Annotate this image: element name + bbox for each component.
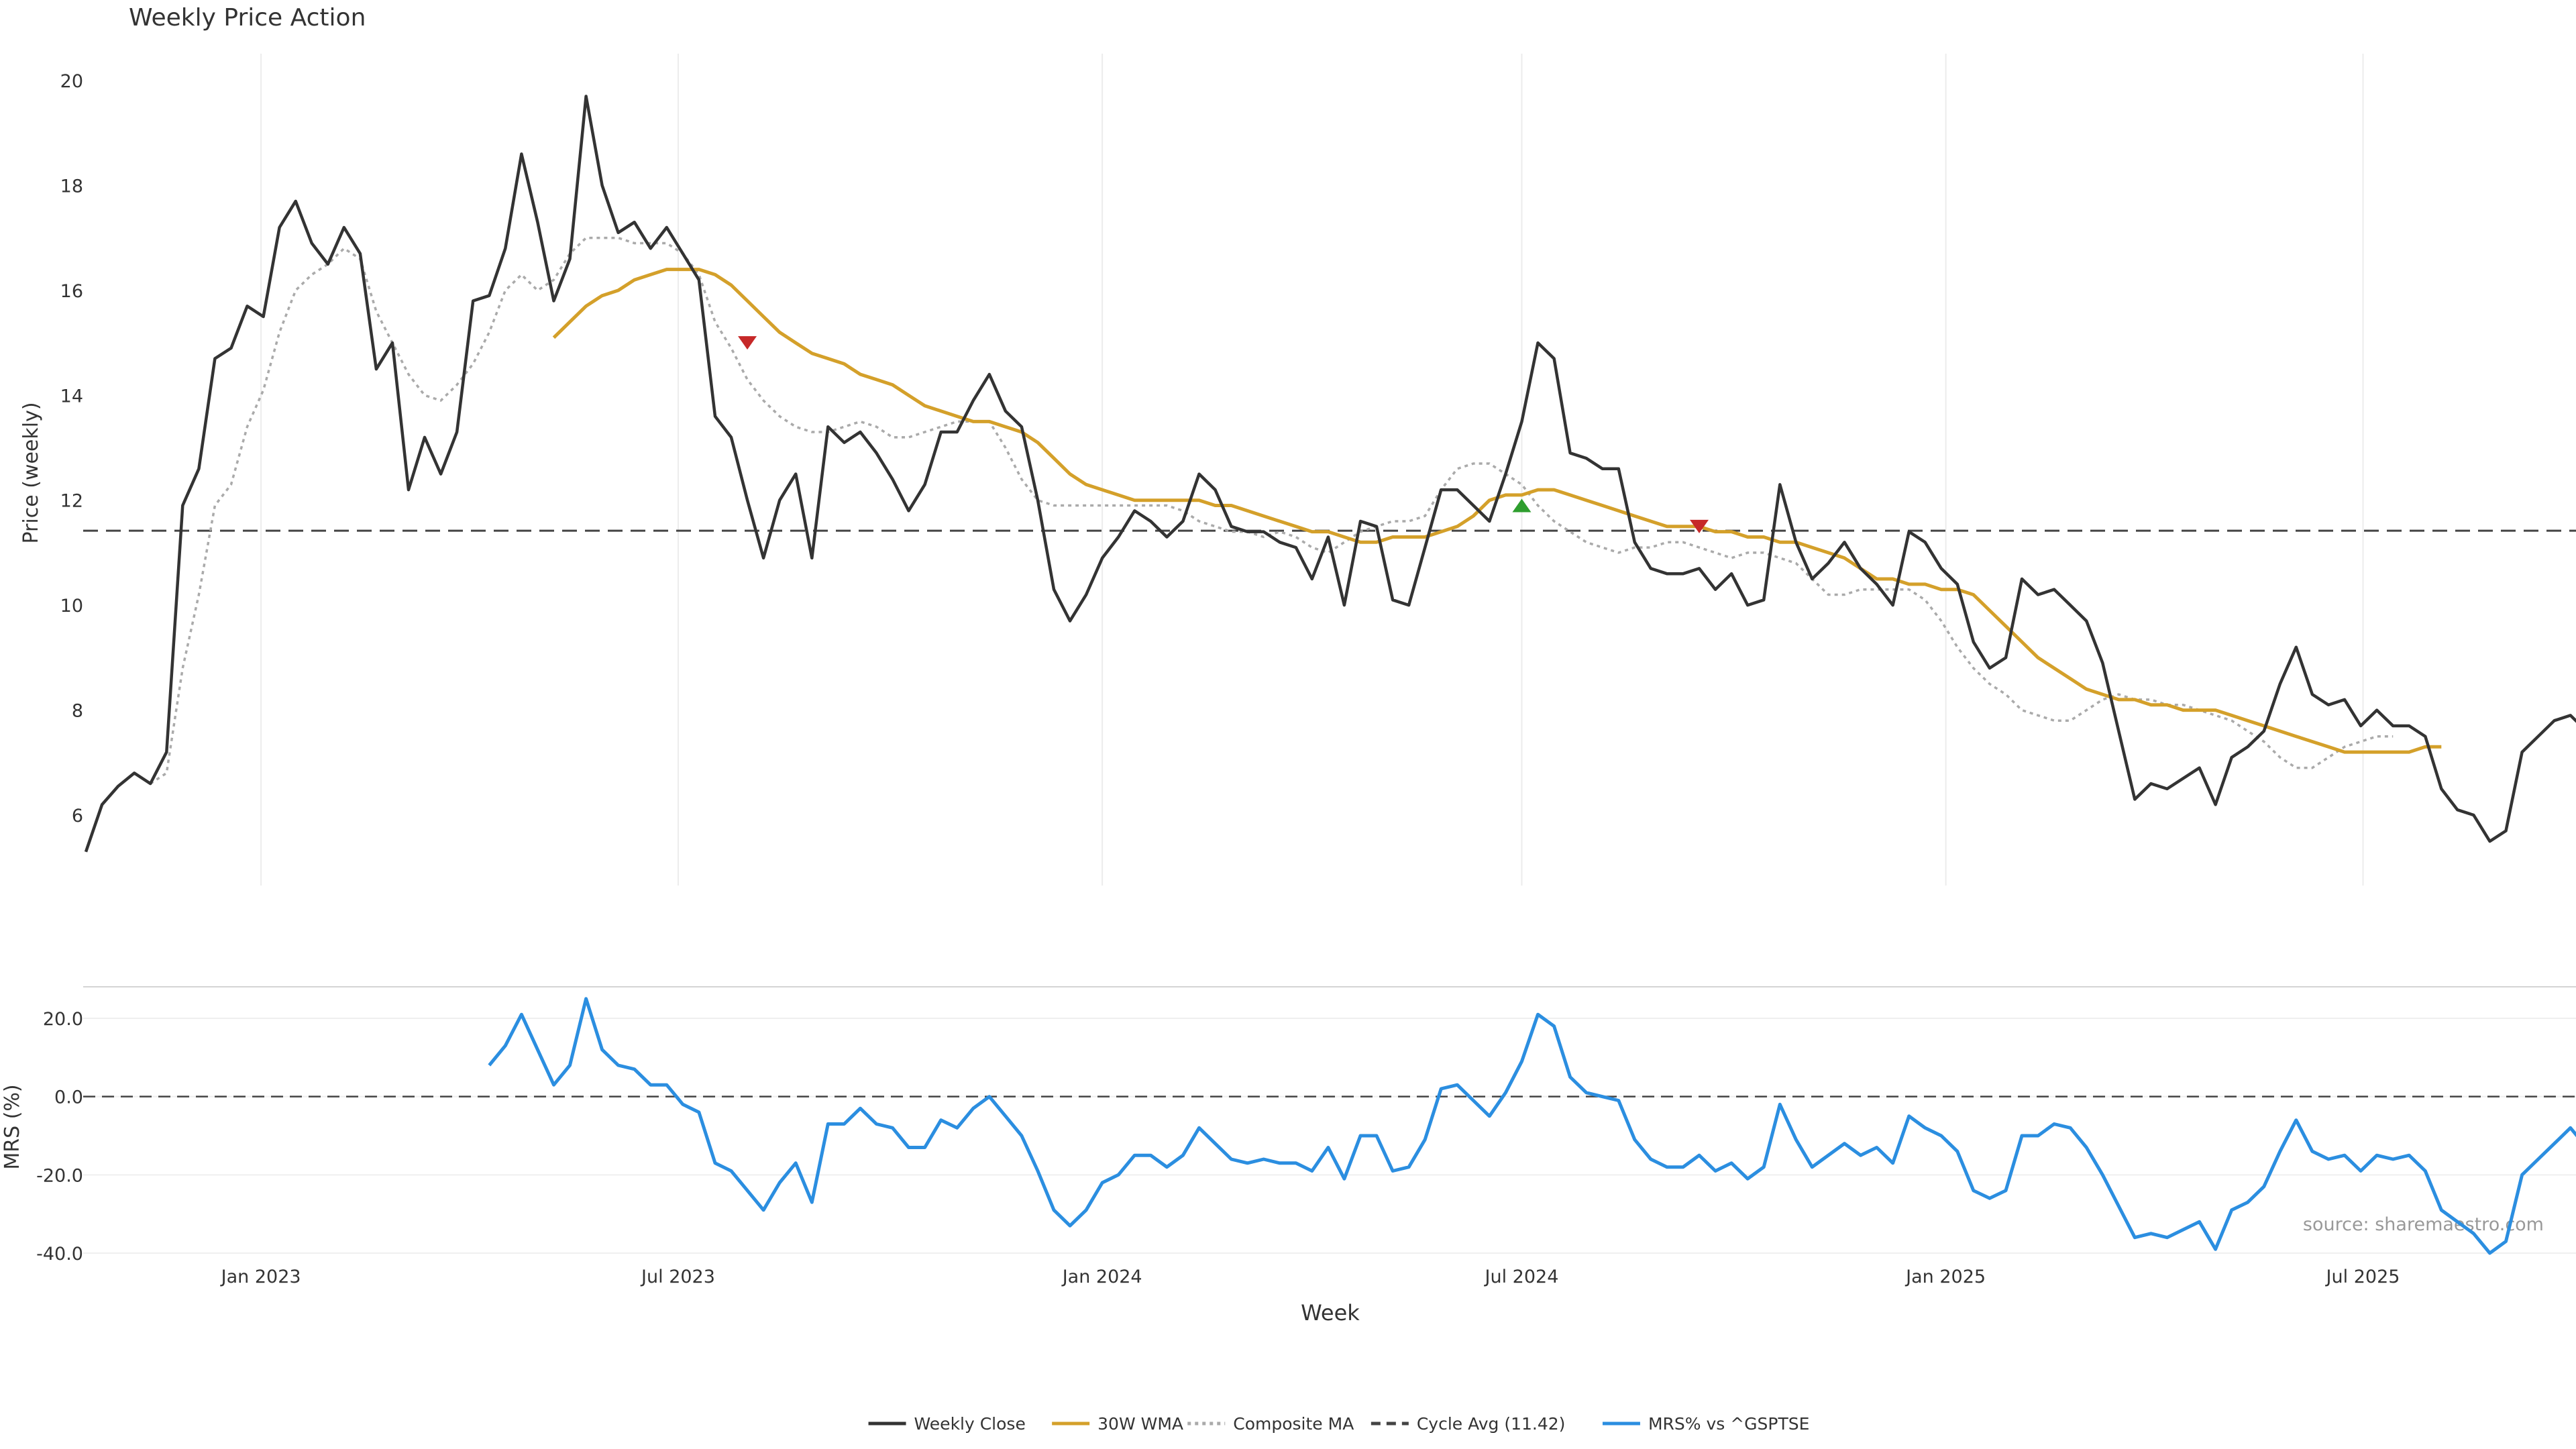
signal-markers [738, 336, 1709, 533]
chart-title: Weekly Price Action [129, 4, 366, 32]
x-tick-label: Jul 2024 [1484, 1267, 1559, 1287]
mrs-y-tick-label: 0.0 [54, 1087, 83, 1108]
x-tick-label: Jul 2023 [640, 1267, 715, 1287]
mrs-y-tick-label: -20.0 [36, 1165, 83, 1186]
legend-item: 30W WMA [1052, 1414, 1183, 1434]
legend-label: 30W WMA [1097, 1414, 1183, 1434]
price-y-tick-label: 6 [72, 806, 83, 826]
legend-label: MRS% vs ^GSPTSE [1648, 1414, 1809, 1434]
legend-item: Weekly Close [868, 1414, 1026, 1434]
legend-label: Cycle Avg (11.42) [1417, 1414, 1566, 1434]
mrs-y-tick-label: -40.0 [36, 1244, 83, 1265]
mrs-y-ticks: 20.0 0.0 -20.0 -40.0 [36, 1009, 83, 1265]
x-axis-label: Week [1301, 1300, 1360, 1326]
mrs-line [488, 997, 2576, 1255]
price-series [84, 95, 2576, 853]
x-tick-label: Jan 2024 [1061, 1267, 1142, 1287]
weekly-close-line [84, 95, 2576, 853]
legend-label: Composite MA [1233, 1414, 1354, 1434]
price-y-tick-label: 8 [72, 701, 83, 722]
price-y-tick-label: 14 [60, 386, 83, 407]
mrs-y-axis-label: MRS (%) [1, 1084, 24, 1169]
mrs-y-tick-label: 20.0 [43, 1009, 83, 1030]
legend-item: Cycle Avg (11.42) [1371, 1414, 1566, 1434]
price-y-tick-label: 16 [60, 281, 83, 302]
composite-ma-line [150, 236, 2394, 785]
legend-label: Weekly Close [914, 1414, 1026, 1434]
x-tick-label: Jan 2023 [220, 1267, 301, 1287]
mrs-series [488, 997, 2576, 1255]
price-y-tick-label: 20 [60, 71, 83, 92]
price-y-tick-label: 18 [60, 176, 83, 197]
sell-signal-marker [1690, 519, 1709, 533]
legend-item: Composite MA [1187, 1414, 1354, 1434]
legend-item: MRS% vs ^GSPTSE [1602, 1414, 1809, 1434]
x-tick-label: Jan 2025 [1904, 1267, 1986, 1287]
source-annotation: source: sharemaestro.com [2303, 1214, 2544, 1235]
price-grid [260, 54, 2364, 885]
price-y-ticks: 6 8 10 12 14 16 18 20 [60, 71, 83, 826]
x-tick-label: Jul 2025 [2325, 1267, 2400, 1287]
buy-signal-marker [1512, 498, 1532, 513]
sell-signal-marker [738, 336, 757, 350]
legend: Weekly Close 30W WMA Composite MA Cycle Avg… [868, 1414, 1809, 1434]
price-y-tick-label: 10 [60, 596, 83, 616]
price-y-axis-label: Price (weekly) [19, 402, 43, 543]
x-axis-ticks: Jan 2023 Jul 2023 Jan 2024 Jul 2024 Jan 2025… [220, 1267, 2400, 1287]
price-y-tick-label: 12 [60, 491, 83, 512]
